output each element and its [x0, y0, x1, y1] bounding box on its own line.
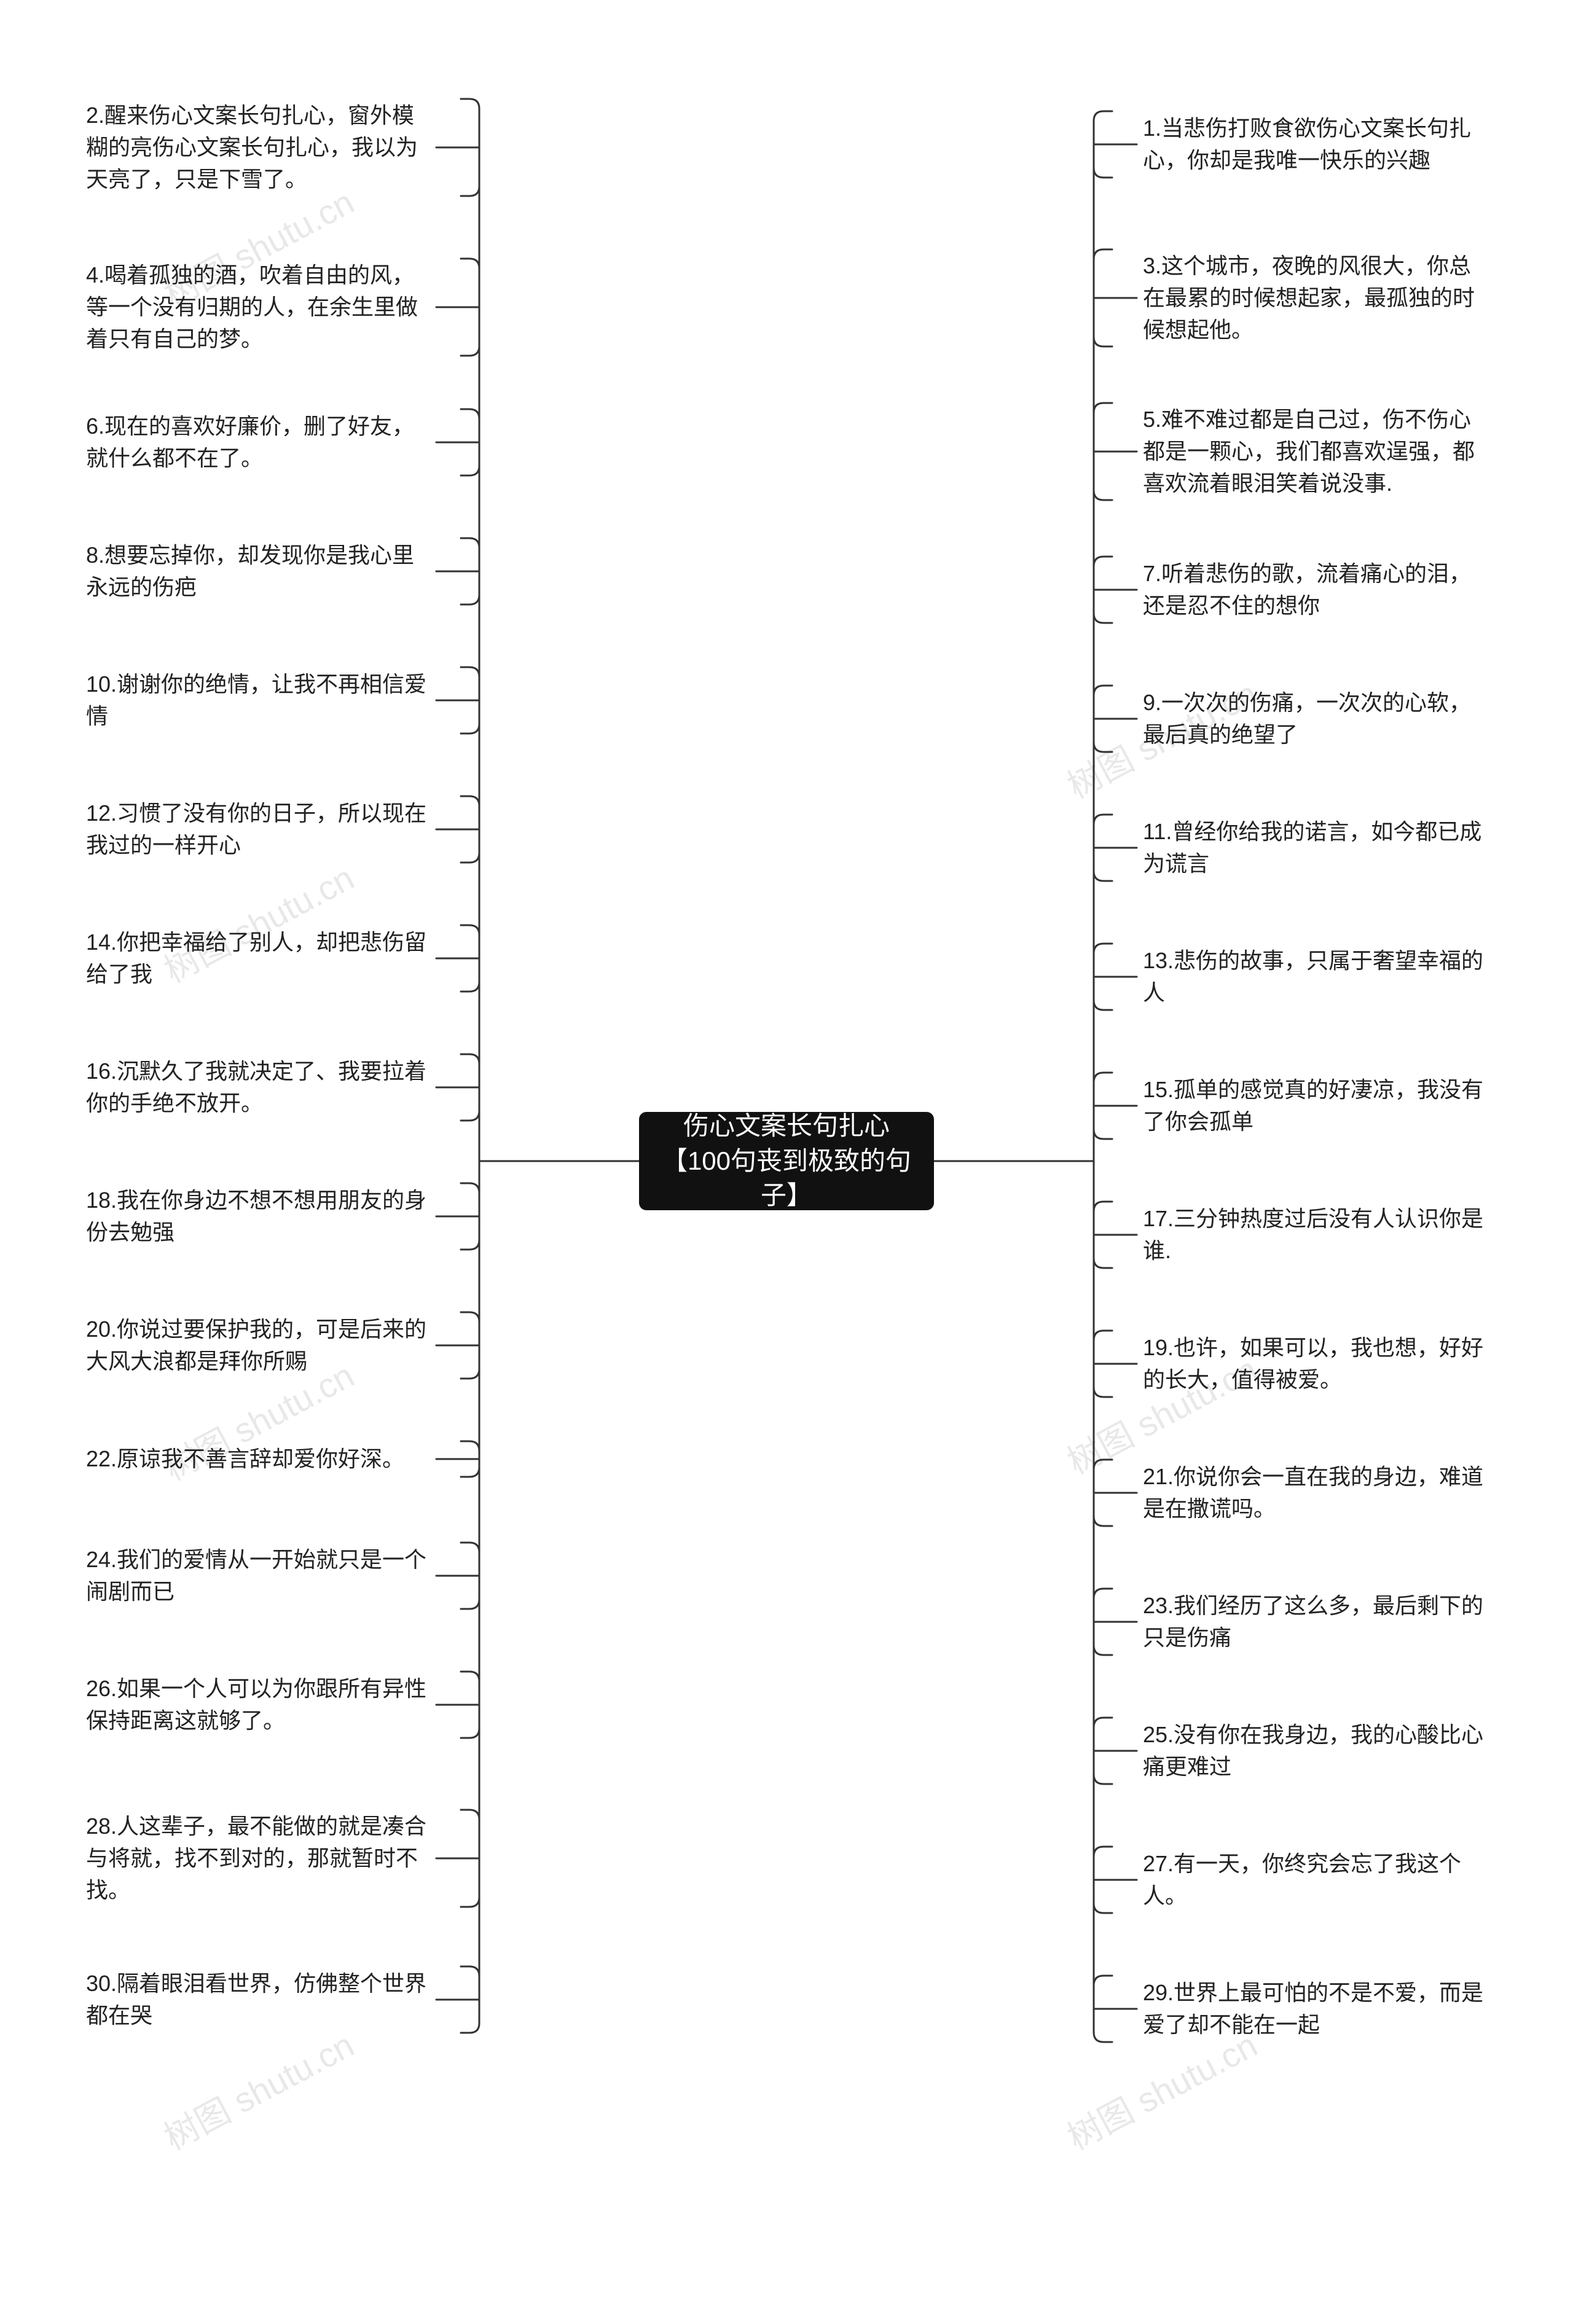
leaf-q15: 15.孤单的感觉真的好凄凉，我没有了你会孤单	[1143, 1069, 1487, 1143]
leaf-q23: 23.我们经历了这么多，最后剩下的只是伤痛	[1143, 1585, 1487, 1659]
leaf-q1: 1.当悲伤打败食欲伤心文案长句扎心，你却是我唯一快乐的兴趣	[1143, 108, 1487, 181]
mindmap-canvas: 伤心文案长句扎心【100句丧到极致的句子】 2.醒来伤心文案长句扎心，窗外模糊的…	[0, 0, 1573, 2324]
leaf-q24: 24.我们的爱情从一开始就只是一个闹剧而已	[86, 1539, 430, 1613]
leaf-text: 24.我们的爱情从一开始就只是一个闹剧而已	[86, 1544, 430, 1608]
leaf-q2: 2.醒来伤心文案长句扎心，窗外模糊的亮伤心文案长句扎心，我以为天亮了，只是下雪了…	[86, 95, 430, 200]
leaf-text: 20.你说过要保护我的，可是后来的大风大浪都是拜你所赐	[86, 1313, 430, 1377]
leaf-text: 29.世界上最可怕的不是不爱，而是爱了却不能在一起	[1143, 1977, 1487, 2041]
leaf-text: 2.醒来伤心文案长句扎心，窗外模糊的亮伤心文案长句扎心，我以为天亮了，只是下雪了…	[86, 100, 430, 196]
leaf-text: 19.也许，如果可以，我也想，好好的长大，值得被爱。	[1143, 1332, 1487, 1396]
leaf-q12: 12.习惯了没有你的日子，所以现在我过的一样开心	[86, 792, 430, 866]
center-node-text: 伤心文案长句扎心【100句丧到极致的句子】	[659, 1109, 914, 1213]
leaf-text: 28.人这辈子，最不能做的就是凑合与将就，找不到对的，那就暂时不找。	[86, 1810, 430, 1907]
leaf-text: 16.沉默久了我就决定了、我要拉着你的手绝不放开。	[86, 1055, 430, 1119]
leaf-q13: 13.悲伤的故事，只属于奢望幸福的人	[1143, 940, 1487, 1014]
leaf-text: 23.我们经历了这么多，最后剩下的只是伤痛	[1143, 1590, 1487, 1654]
leaf-text: 9.一次次的伤痛，一次次的心软，最后真的绝望了	[1143, 687, 1487, 751]
leaf-text: 6.现在的喜欢好廉价，删了好友，就什么都不在了。	[86, 410, 430, 474]
leaf-q5: 5.难不难过都是自己过，伤不伤心都是一颗心，我们都喜欢逞强，都喜欢流着眼泪笑着说…	[1143, 399, 1487, 504]
leaf-q29: 29.世界上最可怕的不是不爱，而是爱了却不能在一起	[1143, 1972, 1487, 2046]
leaf-text: 21.你说你会一直在我的身边，难道是在撒谎吗。	[1143, 1461, 1487, 1525]
leaf-q9: 9.一次次的伤痛，一次次的心软，最后真的绝望了	[1143, 682, 1487, 756]
leaf-text: 30.隔着眼泪看世界，仿佛整个世界都在哭	[86, 1968, 430, 2032]
leaf-text: 17.三分钟热度过后没有人认识你是谁.	[1143, 1203, 1487, 1267]
leaf-q16: 16.沉默久了我就决定了、我要拉着你的手绝不放开。	[86, 1050, 430, 1124]
leaf-text: 13.悲伤的故事，只属于奢望幸福的人	[1143, 945, 1487, 1009]
leaf-q17: 17.三分钟热度过后没有人认识你是谁.	[1143, 1198, 1487, 1272]
leaf-q22: 22.原谅我不善言辞却爱你好深。	[86, 1438, 430, 1481]
center-node: 伤心文案长句扎心【100句丧到极致的句子】	[639, 1112, 934, 1210]
watermark: 树图 shutu.cn	[154, 2018, 362, 2160]
leaf-q7: 7.听着悲伤的歌，流着痛心的泪，还是忍不住的想你	[1143, 553, 1487, 627]
leaf-text: 12.习惯了没有你的日子，所以现在我过的一样开心	[86, 797, 430, 861]
leaf-q19: 19.也许，如果可以，我也想，好好的长大，值得被爱。	[1143, 1327, 1487, 1401]
leaf-text: 11.曾经你给我的诺言，如今都已成为谎言	[1143, 816, 1487, 880]
leaf-text: 1.当悲伤打败食欲伤心文案长句扎心，你却是我唯一快乐的兴趣	[1143, 112, 1487, 176]
leaf-q20: 20.你说过要保护我的，可是后来的大风大浪都是拜你所赐	[86, 1309, 430, 1382]
leaf-text: 25.没有你在我身边，我的心酸比心痛更难过	[1143, 1719, 1487, 1783]
leaf-text: 14.你把幸福给了别人，却把悲伤留给了我	[86, 926, 430, 990]
leaf-text: 15.孤单的感觉真的好凄凉，我没有了你会孤单	[1143, 1074, 1487, 1138]
leaf-text: 26.如果一个人可以为你跟所有异性保持距离这就够了。	[86, 1673, 430, 1737]
leaf-q25: 25.没有你在我身边，我的心酸比心痛更难过	[1143, 1714, 1487, 1788]
leaf-q21: 21.你说你会一直在我的身边，难道是在撒谎吗。	[1143, 1456, 1487, 1530]
leaf-text: 4.喝着孤独的酒，吹着自由的风，等一个没有归期的人，在余生里做着只有自己的梦。	[86, 259, 430, 356]
leaf-q27: 27.有一天，你终究会忘了我这个人。	[1143, 1843, 1487, 1917]
leaf-text: 5.难不难过都是自己过，伤不伤心都是一颗心，我们都喜欢逞强，都喜欢流着眼泪笑着说…	[1143, 404, 1487, 500]
leaf-text: 3.这个城市，夜晚的风很大，你总在最累的时候想起家，最孤独的时候想起他。	[1143, 250, 1487, 346]
leaf-q6: 6.现在的喜欢好廉价，删了好友，就什么都不在了。	[86, 405, 430, 479]
leaf-q8: 8.想要忘掉你，却发现你是我心里永远的伤疤	[86, 534, 430, 608]
leaf-text: 22.原谅我不善言辞却爱你好深。	[86, 1443, 404, 1475]
leaf-q30: 30.隔着眼泪看世界，仿佛整个世界都在哭	[86, 1963, 430, 2036]
leaf-q26: 26.如果一个人可以为你跟所有异性保持距离这就够了。	[86, 1668, 430, 1742]
leaf-q28: 28.人这辈子，最不能做的就是凑合与将就，找不到对的，那就暂时不找。	[86, 1806, 430, 1911]
leaf-q10: 10.谢谢你的绝情，让我不再相信爱情	[86, 663, 430, 737]
leaf-text: 27.有一天，你终究会忘了我这个人。	[1143, 1848, 1487, 1912]
leaf-q4: 4.喝着孤独的酒，吹着自由的风，等一个没有归期的人，在余生里做着只有自己的梦。	[86, 255, 430, 359]
leaf-text: 18.我在你身边不想不想用朋友的身份去勉强	[86, 1184, 430, 1248]
leaf-text: 10.谢谢你的绝情，让我不再相信爱情	[86, 668, 430, 732]
leaf-q14: 14.你把幸福给了别人，却把悲伤留给了我	[86, 921, 430, 995]
leaf-text: 8.想要忘掉你，却发现你是我心里永远的伤疤	[86, 539, 430, 603]
leaf-q18: 18.我在你身边不想不想用朋友的身份去勉强	[86, 1180, 430, 1253]
leaf-q3: 3.这个城市，夜晚的风很大，你总在最累的时候想起家，最孤独的时候想起他。	[1143, 246, 1487, 350]
leaf-text: 7.听着悲伤的歌，流着痛心的泪，还是忍不住的想你	[1143, 558, 1487, 622]
leaf-q11: 11.曾经你给我的诺言，如今都已成为谎言	[1143, 811, 1487, 885]
